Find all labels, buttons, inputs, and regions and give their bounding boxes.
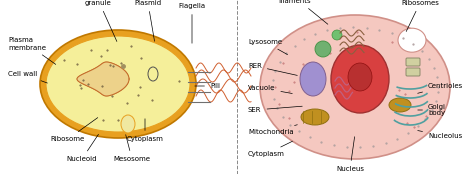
Ellipse shape	[260, 15, 450, 159]
FancyBboxPatch shape	[406, 68, 420, 76]
Text: Cytoplasm: Cytoplasm	[248, 141, 292, 157]
Text: Nucleolus: Nucleolus	[418, 130, 462, 139]
Text: RER: RER	[248, 63, 297, 75]
Text: Plasmid: Plasmid	[135, 0, 162, 41]
Text: Plasma
membrane: Plasma membrane	[8, 38, 56, 64]
Text: Cytoplasm: Cytoplasm	[127, 119, 164, 142]
Polygon shape	[77, 62, 129, 96]
Text: Nucleus: Nucleus	[336, 137, 364, 172]
Text: Nucleoid: Nucleoid	[67, 134, 99, 162]
Text: Intermediate
filaments: Intermediate filaments	[273, 0, 328, 24]
Ellipse shape	[331, 45, 389, 113]
Ellipse shape	[121, 115, 135, 133]
Text: Golgi
body: Golgi body	[418, 104, 446, 117]
Text: Flagella: Flagella	[178, 3, 206, 43]
Ellipse shape	[300, 62, 326, 96]
Ellipse shape	[301, 109, 329, 125]
Ellipse shape	[389, 98, 411, 112]
FancyBboxPatch shape	[406, 58, 420, 66]
Text: Centrioles: Centrioles	[418, 83, 463, 93]
Ellipse shape	[398, 28, 426, 52]
Ellipse shape	[332, 30, 342, 40]
Text: Ribosomes: Ribosomes	[401, 0, 439, 31]
Text: Pili: Pili	[195, 83, 220, 89]
Text: Lysosome: Lysosome	[248, 39, 288, 55]
Ellipse shape	[348, 63, 372, 91]
Ellipse shape	[40, 30, 196, 138]
Text: Ribosome: Ribosome	[51, 118, 98, 142]
Text: SER: SER	[248, 106, 302, 113]
Ellipse shape	[315, 41, 331, 57]
Text: Food
granule: Food granule	[85, 0, 117, 41]
Text: Mesosome: Mesosome	[113, 135, 151, 162]
Text: Vacuole: Vacuole	[248, 85, 292, 93]
Text: Cell wall: Cell wall	[8, 71, 47, 83]
Text: Mitochondria: Mitochondria	[248, 125, 297, 135]
Ellipse shape	[46, 36, 190, 132]
